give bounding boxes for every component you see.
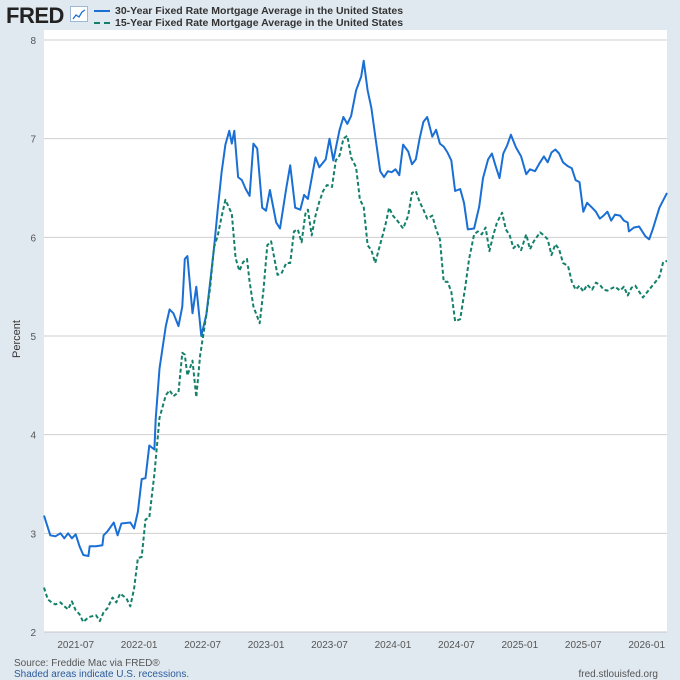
- chart-line-icon: [70, 6, 88, 22]
- y-tick-label: 2: [30, 628, 36, 639]
- x-tick-label: 2025-01: [501, 640, 538, 651]
- legend-label-30yr: 30-Year Fixed Rate Mortgage Average in t…: [115, 5, 404, 17]
- series-line-30yr: [43, 59, 668, 557]
- x-tick-label: 2025-07: [565, 640, 602, 651]
- x-tick-label: 2022-07: [184, 640, 221, 651]
- x-tick-label: 2024-07: [438, 640, 475, 651]
- x-tick-label: 2026-01: [628, 640, 665, 651]
- x-tick-label: 2021-07: [57, 640, 94, 651]
- legend-item-30yr: 30-Year Fixed Rate Mortgage Average in t…: [94, 5, 403, 17]
- y-tick-label: 6: [30, 233, 36, 244]
- series-line-15yr: [43, 134, 668, 624]
- legend-swatch-dashed: [94, 22, 110, 24]
- y-tick-label: 4: [30, 431, 36, 442]
- x-tick-label: 2023-07: [311, 640, 348, 651]
- y-tick-label: 8: [30, 36, 36, 47]
- fred-logo[interactable]: FRED: [6, 3, 64, 28]
- x-tick-label: 2022-01: [121, 640, 158, 651]
- site-link[interactable]: fred.stlouisfed.org: [578, 669, 659, 680]
- legend-label-15yr: 15-Year Fixed Rate Mortgage Average in t…: [115, 17, 404, 29]
- plot-area: [44, 30, 667, 632]
- x-tick-label: 2023-01: [248, 640, 285, 651]
- y-tick-label: 7: [30, 135, 36, 146]
- y-axis-label: Percent: [10, 320, 23, 358]
- legend-item-15yr: 15-Year Fixed Rate Mortgage Average in t…: [94, 17, 403, 29]
- recession-note[interactable]: Shaded areas indicate U.S. recessions.: [14, 669, 190, 680]
- chart-legend: 30-Year Fixed Rate Mortgage Average in t…: [94, 5, 403, 29]
- y-tick-label: 5: [30, 332, 36, 343]
- source-note: Source: Freddie Mac via FRED®: [14, 658, 160, 669]
- x-tick-label: 2024-01: [375, 640, 412, 651]
- legend-swatch-solid: [94, 10, 110, 12]
- y-tick-label: 3: [30, 529, 36, 540]
